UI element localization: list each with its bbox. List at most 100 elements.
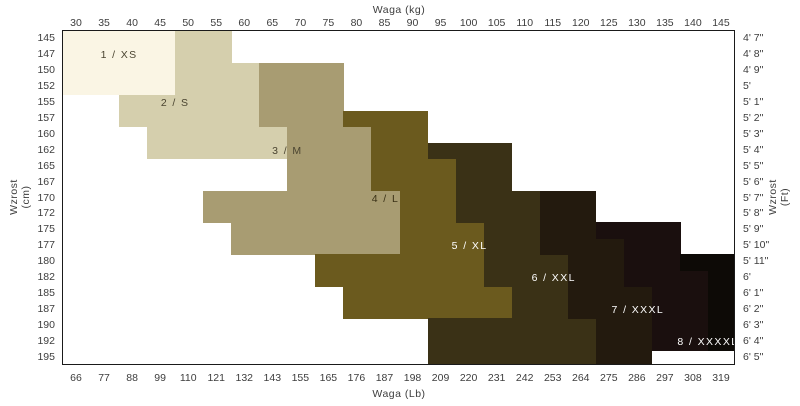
heatmap-cell-m [259,94,344,112]
heatmap-cell-m [259,110,344,128]
tick-right-15: 6' [743,271,751,284]
heatmap-cell-m [287,174,373,192]
tick-bottom-176: 176 [347,372,366,384]
tick-top-115: 115 [544,17,562,29]
heatmap-cell-xxxl [623,238,681,255]
tick-left-172: 172 [37,207,55,220]
top-axis-title: Waga (kg) [372,4,426,16]
heatmap-cell-xxl [595,350,653,364]
heatmap-cell-xxxl [623,254,681,271]
tick-bottom-242: 242 [515,372,534,384]
heatmap-cell-s [175,62,260,80]
heatmap-cell-l [399,190,457,208]
heatmap-cell-xxxl [595,222,681,239]
heatmap-cell-xxxxl [707,286,734,303]
heatmap-cell-xl [483,238,541,255]
heatmap-cell-m [259,62,344,80]
heatmap-cell-xl [483,222,541,239]
tick-right-8: 5' 5" [743,159,764,172]
tick-left-190: 190 [37,319,55,332]
heatmap-cell-xl [455,206,541,224]
tick-bottom-155: 155 [291,372,310,384]
tick-top-60: 60 [238,17,251,29]
tick-right-5: 5' 2" [743,111,764,124]
heatmap-cell-l [371,126,429,144]
tick-bottom-66: 66 [70,372,82,384]
tick-right-7: 5' 4" [743,143,764,156]
heatmap-cell-m [259,78,344,96]
heatmap-cell-xl [511,286,569,303]
heatmap-cell-m [203,190,401,208]
heatmap-cell-xxl [567,270,625,287]
heatmap-cell-xl [427,142,513,160]
heatmap-cell-xxxxl [707,302,734,319]
tick-right-0: 4' 7" [743,31,764,44]
tick-bottom-110: 110 [179,372,197,384]
tick-top-135: 135 [656,17,674,29]
heatmap-cell-s [147,126,288,144]
tick-top-100: 100 [459,17,478,29]
tick-right-10: 5' 7" [743,191,764,204]
tick-bottom-319: 319 [712,372,730,384]
tick-top-90: 90 [406,17,419,29]
heatmap-cell-m [231,222,401,239]
heatmap-cell-s [175,46,232,64]
heatmap-cell-xs [63,62,176,80]
tick-left-187: 187 [37,303,55,316]
tick-bottom-253: 253 [543,372,562,384]
tick-bottom-99: 99 [154,372,166,384]
left-axis-title: Wzrost (cm) [8,179,32,215]
heatmap-cell-xxl [567,286,653,303]
tick-left-147: 147 [37,47,55,60]
tick-right-3: 5' [743,79,751,92]
tick-left-162: 162 [37,143,55,156]
heatmap-cell-m [287,126,373,144]
tick-bottom-143: 143 [263,372,282,384]
tick-left-182: 182 [37,271,55,284]
tick-left-175: 175 [37,223,55,236]
left-axis-title-line2: (cm) [20,185,32,209]
heatmap-cell-l [399,238,485,255]
tick-right-11: 5' 8" [743,207,764,220]
heatmap-cell-xl [427,334,597,351]
heatmap-cell-l [343,286,513,303]
tick-bottom-231: 231 [487,372,506,384]
tick-right-16: 6' 1" [743,287,764,300]
tick-bottom-121: 121 [207,372,225,384]
tick-right-13: 5' 10" [743,239,770,252]
tick-right-2: 4' 9" [743,63,764,76]
tick-top-145: 145 [712,17,730,29]
bottom-axis-title: Waga (Lb) [372,388,426,400]
tick-left-165: 165 [37,159,55,172]
heatmap-cell-m [203,206,401,224]
heatmap-cell-xl [455,158,513,176]
tick-right-9: 5' 6" [743,175,764,188]
heatmap-cell-xxl [539,206,597,224]
tick-top-80: 80 [350,17,363,29]
tick-right-6: 5' 3" [743,127,764,140]
tick-right-20: 6' 5" [743,351,764,364]
heatmap-cell-l [371,158,457,176]
heatmap-cell-s [119,94,260,112]
tick-top-105: 105 [487,17,506,29]
tick-bottom-286: 286 [628,372,646,384]
tick-left-145: 145 [37,31,55,44]
tick-right-12: 5' 9" [743,223,764,236]
tick-top-120: 120 [572,17,590,29]
tick-top-55: 55 [210,17,223,29]
heatmap-cell-l [399,206,457,224]
heatmap-cell-xl [427,318,597,335]
heatmap-cell-xxxxl [707,318,734,335]
heatmap-cell-xxl [595,334,653,351]
heatmap-cell-l [315,254,485,271]
tick-bottom-220: 220 [459,372,478,384]
heatmap-cell-xxxxl [707,334,734,351]
tick-top-30: 30 [70,17,82,29]
tick-top-110: 110 [516,17,534,29]
right-axis-title-line1: Wzrost [767,179,779,215]
tick-right-14: 5' 11" [743,255,769,268]
tick-left-185: 185 [37,287,55,300]
tick-bottom-187: 187 [375,372,394,384]
heatmap-cell-xxl [567,254,625,271]
